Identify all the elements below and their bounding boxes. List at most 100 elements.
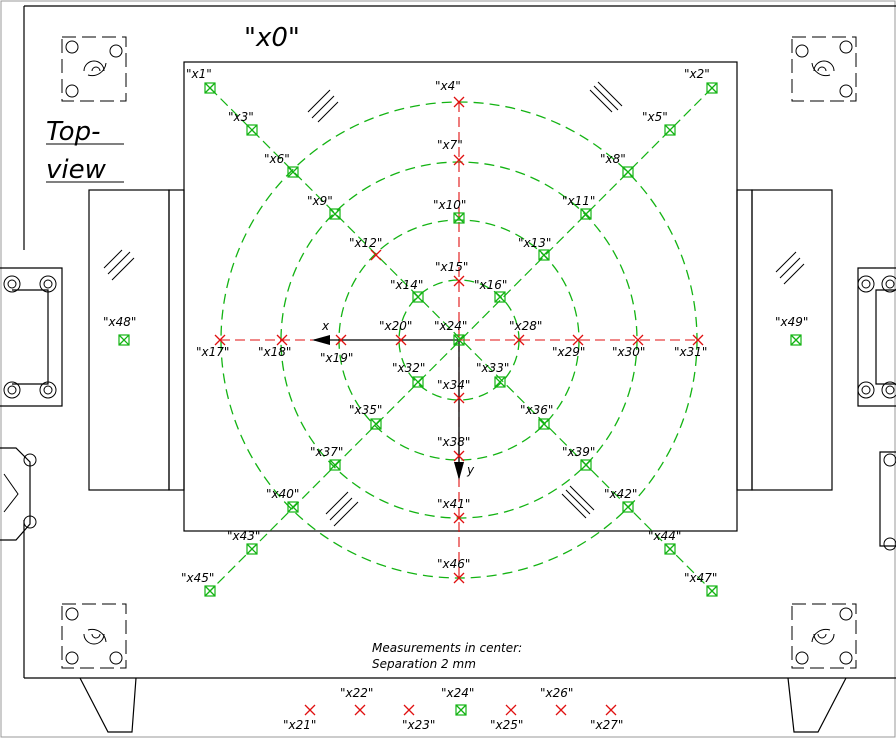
point-marker-cross-41 — [118, 334, 130, 346]
point-marker-25: "x32" — [392, 361, 425, 388]
point-marker-cross-35 — [622, 501, 634, 513]
point-marker-label-13: "x14" — [390, 278, 423, 292]
point-marker-box-26 — [494, 376, 506, 388]
center-point-marker-6: "x27" — [590, 704, 623, 732]
center-point-marker-cross-5 — [555, 704, 567, 716]
point-marker-cross-12 — [538, 249, 550, 261]
point-marker-label-34: "x41" — [437, 497, 470, 511]
point-marker-cross-6 — [453, 154, 465, 166]
point-marker-box-41 — [118, 334, 130, 346]
point-marker-41: "x48" — [103, 315, 136, 346]
point-marker-label-24: "x31" — [674, 345, 707, 359]
point-marker-cross-29 — [538, 418, 550, 430]
note-line1: Measurements in center: — [372, 641, 522, 655]
center-point-marker-3: "x24" — [441, 686, 474, 716]
point-marker-label-41: "x48" — [103, 315, 136, 329]
point-marker-6: "x7" — [437, 138, 465, 166]
point-marker-38: "x45" — [181, 571, 216, 597]
point-marker-label-1: "x2" — [684, 67, 710, 81]
point-marker-label-40: "x47" — [684, 571, 717, 585]
point-marker-label-20: "x24" — [434, 319, 467, 333]
latch-right — [857, 267, 896, 551]
point-marker-cross-1 — [706, 82, 718, 94]
center-point-marker-label-1: "x22" — [340, 686, 373, 700]
point-marker-label-42: "x49" — [775, 315, 808, 329]
center-point-marker-box-3 — [455, 704, 467, 716]
point-marker-11: "x12" — [349, 236, 382, 261]
point-marker-cross-7 — [622, 166, 634, 178]
center-point-marker-5: "x26" — [540, 686, 573, 716]
point-marker-cross-32 — [580, 459, 592, 471]
point-marker-box-37 — [664, 543, 676, 555]
point-marker-box-7 — [622, 166, 634, 178]
point-marker-cross-13 — [412, 291, 424, 303]
point-marker-cross-42 — [790, 334, 802, 346]
point-marker-10: "x11" — [562, 194, 595, 220]
center-point-marker-4: "x25" — [490, 704, 523, 732]
point-marker-26: "x33" — [476, 361, 509, 388]
center-point-marker-label-0: "x21" — [283, 718, 316, 732]
point-marker-cross-4 — [664, 124, 676, 136]
point-marker-label-29: "x36" — [520, 403, 553, 417]
point-marker-40: "x47" — [684, 571, 718, 597]
note-line2: Separation 2 mm — [372, 657, 476, 671]
point-marker-label-14: "x15" — [435, 260, 468, 274]
point-marker-35: "x42" — [604, 487, 637, 513]
point-marker-label-36: "x43" — [227, 529, 260, 543]
center-point-marker-label-3: "x24" — [441, 686, 474, 700]
point-marker-box-30 — [329, 459, 341, 471]
point-marker-24: "x31" — [674, 334, 707, 359]
point-marker-cross-40 — [706, 585, 718, 597]
point-marker-label-8: "x9" — [307, 194, 333, 208]
point-marker-cross-3 — [453, 96, 465, 108]
point-marker-33: "x40" — [266, 487, 299, 513]
point-marker-cross-17 — [276, 334, 288, 346]
point-marker-cross-25 — [412, 376, 424, 388]
point-marker-28: "x35" — [349, 403, 382, 430]
point-marker-box-2 — [246, 124, 258, 136]
point-marker-cross-16 — [214, 334, 226, 346]
point-marker-37: "x44" — [648, 529, 681, 555]
point-marker-box-8 — [329, 208, 341, 220]
center-point-marker-label-5: "x26" — [540, 686, 573, 700]
point-marker-cross-28 — [370, 418, 382, 430]
center-point-marker-cross-4 — [505, 704, 517, 716]
point-marker-box-15 — [494, 291, 506, 303]
point-marker-label-23: "x30" — [612, 345, 645, 359]
point-marker-label-22: "x29" — [552, 345, 585, 359]
point-marker-7: "x8" — [600, 152, 634, 178]
side-panel-left — [88, 189, 185, 491]
point-marker-label-18: "x19" — [320, 351, 353, 365]
point-marker-label-6: "x7" — [437, 138, 463, 152]
point-marker-34: "x41" — [437, 497, 470, 524]
point-marker-13: "x14" — [390, 278, 424, 303]
point-marker-label-11: "x12" — [349, 236, 382, 250]
point-marker-cross-5 — [287, 166, 299, 178]
point-marker-label-38: "x45" — [181, 571, 214, 585]
point-marker-label-32: "x39" — [562, 445, 595, 459]
point-marker-cross-23 — [632, 334, 644, 346]
center-point-marker-cross-2 — [403, 704, 415, 716]
point-marker-cross-30 — [329, 459, 341, 471]
point-marker-label-35: "x42" — [604, 487, 637, 501]
point-marker-cross-11 — [370, 249, 382, 261]
point-marker-cross-0 — [204, 82, 216, 94]
point-marker-label-5: "x6" — [264, 152, 290, 166]
point-marker-box-4 — [664, 124, 676, 136]
corner-clamp-top-right — [791, 36, 857, 102]
point-marker-box-28 — [370, 418, 382, 430]
point-marker-box-0 — [204, 82, 216, 94]
point-marker-cross-39 — [453, 572, 465, 584]
center-point-marker-cross-0 — [304, 704, 316, 716]
point-marker-label-9: "x10" — [433, 198, 466, 212]
drawing-title: "x0" — [244, 23, 300, 53]
point-marker-cross-34 — [453, 512, 465, 524]
point-marker-cross-31 — [453, 450, 465, 462]
point-marker-label-31: "x38" — [437, 435, 470, 449]
point-marker-label-4: "x5" — [642, 110, 668, 124]
x-axis-label: x — [321, 319, 330, 333]
view-title-line2: view — [46, 155, 107, 185]
point-marker-label-33: "x40" — [266, 487, 299, 501]
point-marker-cross-20 — [453, 334, 465, 346]
point-marker-cross-10 — [580, 208, 592, 220]
